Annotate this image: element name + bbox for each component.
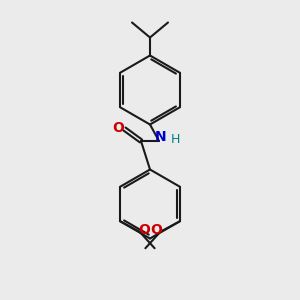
Text: N: N	[155, 130, 166, 144]
Text: O: O	[150, 223, 162, 237]
Text: O: O	[138, 223, 150, 237]
Text: O: O	[112, 121, 124, 134]
Text: H: H	[171, 133, 180, 146]
